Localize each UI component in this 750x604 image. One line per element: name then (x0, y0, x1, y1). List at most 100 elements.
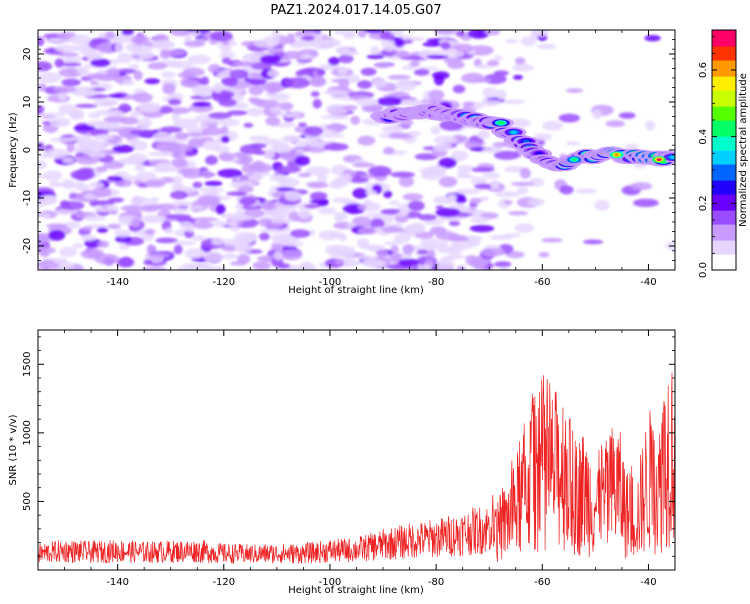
heatmap-cell (215, 204, 226, 215)
colorbar-segment (712, 56, 736, 59)
heatmap-cell (234, 243, 253, 253)
colorbar-segment (712, 236, 736, 239)
heatmap-cell (38, 259, 60, 270)
colorbar-segment (712, 142, 736, 145)
heatmap-cell (204, 180, 223, 187)
heatmap-cell (54, 44, 79, 53)
heatmap-cell (469, 197, 483, 204)
colorbar-segment (712, 146, 736, 149)
spectrogram-x-tick-label: -120 (212, 277, 235, 288)
colorbar-segment (712, 114, 736, 117)
snr-x-tick-label: -40 (640, 577, 656, 588)
snr-y-tick-label: 1000 (22, 420, 33, 445)
heatmap-cell (202, 140, 221, 151)
heatmap-cell (482, 87, 498, 98)
heatmap-cell (38, 160, 47, 170)
snr-y-tick-labels: 500 1000 1500 (22, 352, 33, 511)
spectrogram-x-tick-label: -100 (319, 277, 342, 288)
heatmap-cell (68, 108, 85, 119)
heatmap-cell (531, 30, 549, 37)
heatmap-cell (210, 30, 233, 42)
heatmap-cell (172, 208, 189, 213)
heatmap-cell (152, 39, 176, 51)
snr-y-axis-label: SNR (10 * v/v) (8, 414, 19, 485)
colorbar-segment (712, 232, 736, 235)
heatmap-cell (399, 208, 409, 216)
heatmap-cell (54, 208, 78, 215)
heatmap-cell (493, 70, 509, 76)
spectrogram-x-tick-label: -140 (106, 277, 129, 288)
colorbar-segment (712, 210, 736, 213)
heatmap-cell (250, 143, 267, 149)
heatmap-cell (137, 117, 153, 128)
heatmap-cell (413, 68, 430, 76)
colorbar-segment (712, 206, 736, 209)
heatmap-cell (160, 126, 183, 133)
heatmap-cell (582, 239, 604, 245)
heatmap-cell (633, 198, 659, 208)
heatmap-cell (248, 97, 259, 103)
heatmap-cell (246, 107, 264, 117)
heatmap-cell (358, 227, 374, 235)
heatmap-cell (229, 69, 249, 80)
heatmap-cell (120, 205, 145, 212)
snr-x-tick-labels: -140 -120 -100 -80 -60 -40 (106, 577, 656, 588)
colorbar-segment (712, 46, 736, 49)
heatmap-cells (38, 30, 675, 270)
colorbar-segment (712, 82, 736, 85)
snr-ticks (37, 330, 676, 570)
heatmap-cell (171, 157, 188, 168)
heatmap-cell (212, 92, 232, 102)
colorbar-segment (712, 120, 736, 123)
heatmap-cell (408, 200, 425, 212)
spectrogram-y-tick-label: 10 (22, 96, 33, 109)
ridge-cell (510, 130, 518, 135)
heatmap-cell (382, 44, 398, 52)
heatmap-cell (276, 112, 301, 118)
heatmap-cell (122, 79, 135, 86)
colorbar-segment (712, 168, 736, 171)
heatmap-cell (38, 174, 45, 179)
colorbar-tick-label: 0.6 (698, 62, 709, 78)
heatmap-cell (443, 57, 463, 64)
heatmap-cell (249, 72, 262, 78)
heatmap-cell (122, 175, 148, 181)
colorbar-segment (712, 126, 736, 129)
heatmap-cell (438, 157, 457, 169)
heatmap-cell (465, 209, 487, 215)
heatmap-cell (128, 138, 140, 146)
colorbar-segment (712, 164, 736, 167)
heatmap-cell (301, 35, 315, 41)
heatmap-cell (192, 101, 212, 108)
heatmap-cell (283, 50, 303, 59)
heatmap-cell (141, 267, 167, 270)
colorbar-segment (712, 140, 736, 143)
heatmap-cell (208, 112, 232, 119)
heatmap-cell (361, 245, 384, 251)
heatmap-cell (334, 258, 344, 265)
heatmap-cell (243, 122, 254, 128)
heatmap-cell (146, 244, 156, 255)
heatmap-cell (258, 217, 275, 227)
colorbar-segment (712, 246, 736, 249)
heatmap-cell (241, 41, 254, 47)
heatmap-cell (435, 231, 460, 241)
colorbar-segment (712, 262, 736, 265)
colorbar-segment (712, 116, 736, 119)
heatmap-cell (70, 135, 93, 142)
heatmap-cell (465, 254, 477, 266)
heatmap-cell (177, 72, 196, 78)
heatmap-cell (500, 99, 526, 105)
colorbar-segment (712, 150, 736, 153)
spectrogram-y-tick-labels: -20 -10 0 10 20 (22, 48, 33, 255)
heatmap-cell (343, 246, 356, 257)
heatmap-cell (307, 181, 329, 189)
colorbar-frame (711, 29, 737, 271)
heatmap-cell (82, 91, 96, 97)
heatmap-cell (387, 74, 411, 80)
heatmap-cell (492, 142, 508, 148)
heatmap-cell (119, 256, 133, 267)
heatmap-cell (177, 168, 194, 175)
